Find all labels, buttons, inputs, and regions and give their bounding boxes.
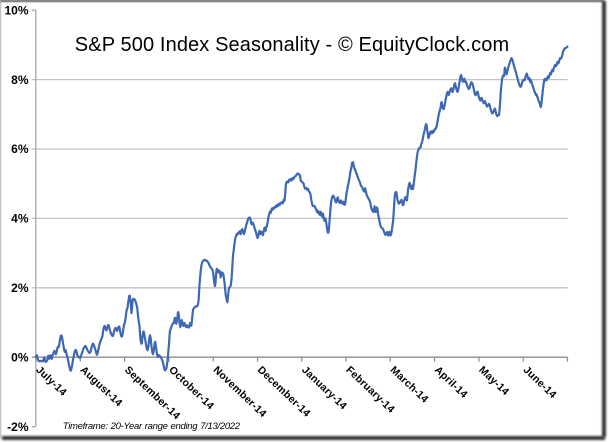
svg-text:S&P 500 Index Seasonality - ©: S&P 500 Index Seasonality - © EquityCloc…	[75, 34, 509, 56]
svg-text:August-14: August-14	[78, 364, 125, 409]
svg-text:July-14: July-14	[33, 364, 69, 399]
svg-text:4%: 4%	[11, 212, 29, 226]
svg-text:6%: 6%	[11, 142, 29, 156]
svg-text:June-14: June-14	[521, 364, 559, 401]
svg-text:10%: 10%	[4, 3, 28, 17]
svg-text:0%: 0%	[11, 350, 29, 364]
svg-text:Timeframe: 20-Year range endin: Timeframe: 20-Year range ending 7/13/202…	[63, 421, 241, 432]
svg-text:-2%: -2%	[7, 420, 29, 434]
svg-text:8%: 8%	[11, 73, 29, 87]
svg-text:May-14: May-14	[476, 364, 511, 398]
svg-text:March-14: March-14	[388, 364, 431, 406]
svg-text:2%: 2%	[11, 281, 29, 295]
svg-text:April-14: April-14	[432, 364, 470, 401]
